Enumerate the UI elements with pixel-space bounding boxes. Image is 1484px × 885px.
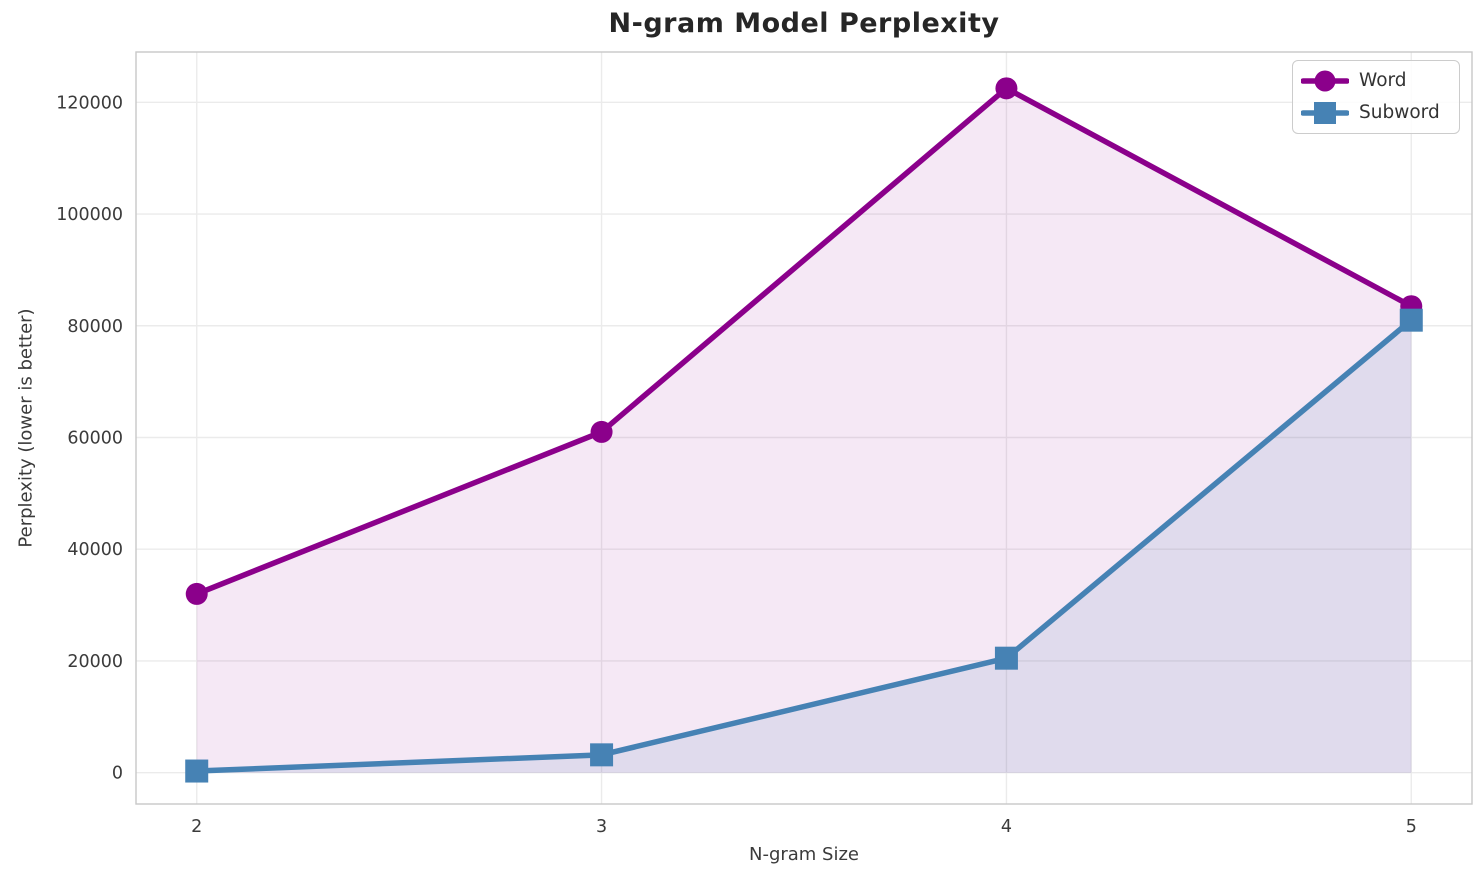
data-point-subword — [185, 759, 209, 783]
legend-item-subword: Subword — [1301, 100, 1449, 126]
legend: Word Subword — [1292, 60, 1460, 134]
gridlines — [136, 52, 1472, 804]
line-word — [193, 85, 1415, 597]
data-point-subword — [590, 743, 614, 767]
area-fill-word — [196, 88, 1412, 773]
x-tick-labels: 2 3 4 5 — [191, 817, 1417, 837]
y-tick-label: 40000 — [67, 540, 123, 560]
legend-item-word: Word — [1301, 68, 1449, 94]
y-tick-label: 100000 — [56, 205, 123, 225]
area-fill-subword — [196, 320, 1412, 773]
legend-label-subword: Subword — [1359, 101, 1440, 123]
legend-label-word: Word — [1359, 69, 1407, 91]
x-tick-label: 3 — [596, 817, 607, 837]
plot-border — [135, 51, 1473, 805]
line-subword — [193, 317, 1415, 774]
data-point-subword — [994, 646, 1018, 670]
chart-title: N-gram Model Perplexity — [608, 8, 1000, 39]
data-point-word — [185, 582, 208, 605]
y-axis-label: Perplexity (lower is better) — [15, 308, 37, 548]
word-marker-icon — [1301, 70, 1349, 92]
subword-marker-icon — [1301, 102, 1349, 124]
data-point-word — [590, 420, 613, 443]
y-tick-label: 20000 — [67, 652, 123, 672]
y-tick-label: 120000 — [56, 93, 123, 113]
y-tick-label: 0 — [112, 764, 123, 784]
x-tick-label: 5 — [1406, 817, 1417, 837]
y-tick-label: 80000 — [67, 317, 123, 337]
markers-subword — [185, 308, 1423, 783]
x-axis-label: N-gram Size — [748, 844, 860, 865]
data-point-word — [995, 77, 1018, 100]
x-tick-label: 2 — [191, 817, 202, 837]
x-tick-label: 4 — [1001, 817, 1012, 837]
y-tick-labels: 0 20000 40000 60000 80000 100000 120000 — [56, 93, 123, 783]
data-point-subword — [1399, 308, 1423, 332]
y-tick-label: 60000 — [67, 428, 123, 448]
